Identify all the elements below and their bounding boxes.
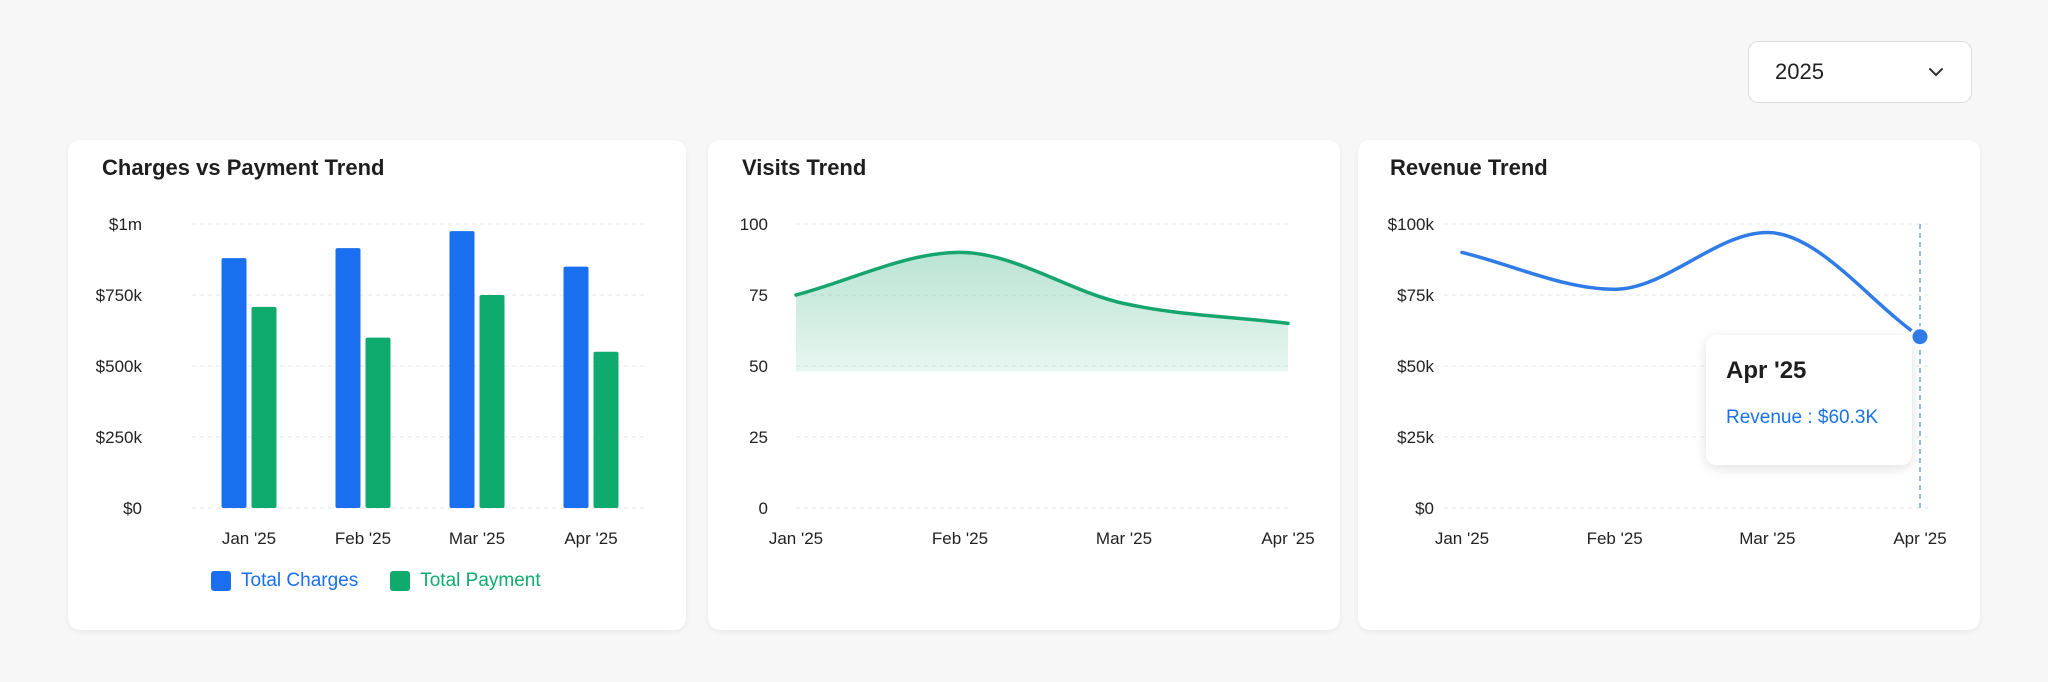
- y-tick-label: $500k: [96, 357, 143, 376]
- bar-total-charges: [221, 258, 247, 508]
- visits-line: [794, 250, 1290, 326]
- y-tick-label: $750k: [96, 286, 143, 305]
- bar-total-payment: [593, 351, 619, 508]
- y-tick-label: 25: [749, 428, 768, 447]
- visits-area-fill: [796, 252, 1288, 372]
- tooltip-value-line: Revenue : $60.3K: [1726, 407, 1879, 428]
- visits-trend-card: Visits Trend 0 25 50 75 100 Jan '25 Feb '25 Mar…: [708, 140, 1340, 630]
- visits-area-chart: 0 25 50 75 100 Jan '25 Feb '25 Mar '25 Apr '25: [740, 215, 1315, 548]
- y-tick-label: $0: [1415, 499, 1434, 518]
- chevron-down-icon: [1927, 63, 1945, 81]
- y-tick-label: $50k: [1397, 357, 1434, 376]
- x-tick-label: Apr '25: [1893, 529, 1946, 548]
- x-tick-label: Apr '25: [564, 529, 617, 548]
- legend-swatch-payment: [390, 571, 411, 591]
- y-tick-label: $1m: [109, 215, 142, 234]
- bar-total-payment: [251, 306, 277, 508]
- y-tick-label: 0: [759, 499, 768, 518]
- revenue-hover-point: [1909, 326, 1931, 348]
- y-tick-label: 100: [740, 215, 768, 234]
- visits-chart-title: Visits Trend: [742, 155, 867, 180]
- y-tick-label: $100k: [1388, 215, 1435, 234]
- year-select[interactable]: 2025: [1748, 41, 1972, 103]
- revenue-tooltip: Apr '25 Revenue : $60.3K: [1706, 335, 1912, 465]
- legend-swatch-charges: [211, 571, 231, 591]
- y-tick-label: 75: [749, 286, 768, 305]
- y-tick-label: $0: [123, 499, 142, 518]
- legend-item-total-charges[interactable]: Total Charges: [211, 570, 358, 592]
- revenue-line: [1460, 230, 1922, 339]
- y-tick-label: $25k: [1397, 428, 1434, 447]
- charges-legend: Total Charges Total Payment: [211, 570, 541, 592]
- x-tick-label: Jan '25: [222, 529, 276, 548]
- x-tick-label: Jan '25: [1435, 529, 1489, 548]
- y-tick-label: $250k: [96, 428, 143, 447]
- x-tick-label: Mar '25: [1096, 529, 1152, 548]
- legend-label-payment: Total Payment: [420, 570, 541, 591]
- x-tick-label: Mar '25: [449, 529, 505, 548]
- charges-chart-title: Charges vs Payment Trend: [102, 155, 385, 180]
- year-select-value: 2025: [1775, 59, 1824, 84]
- charges-bar-chart: $0 $250k $500k $750k $1m Jan '25 Feb '25 Mar '2…: [96, 215, 648, 548]
- x-tick-label: Jan '25: [769, 529, 823, 548]
- tooltip-value: $60.3K: [1817, 407, 1879, 428]
- x-tick-label: Apr '25: [1261, 529, 1314, 548]
- y-tick-label: 50: [749, 357, 768, 376]
- revenue-line-chart: $0 $25k $50k $75k $100k Jan '25 Feb '25 Mar '25…: [1388, 215, 1947, 548]
- legend-item-total-payment[interactable]: Total Payment: [390, 570, 541, 592]
- charges-vs-payment-card: Charges vs Payment Trend $0 $250k $500k $75…: [68, 140, 686, 630]
- x-tick-label: Feb '25: [932, 529, 988, 548]
- y-tick-label: $75k: [1397, 286, 1434, 305]
- x-tick-label: Mar '25: [1739, 529, 1795, 548]
- bar-total-charges: [335, 248, 361, 508]
- tooltip-title: Apr '25: [1726, 357, 1807, 384]
- bar-total-charges: [563, 266, 589, 508]
- legend-label-charges: Total Charges: [241, 570, 359, 591]
- bar-total-payment: [479, 295, 505, 508]
- tooltip-series-label: Revenue: [1726, 407, 1803, 428]
- revenue-chart-title: Revenue Trend: [1390, 155, 1548, 180]
- bar-total-charges: [449, 231, 475, 508]
- x-tick-label: Feb '25: [1587, 529, 1643, 548]
- bar-total-payment: [365, 337, 391, 508]
- x-tick-label: Feb '25: [335, 529, 391, 548]
